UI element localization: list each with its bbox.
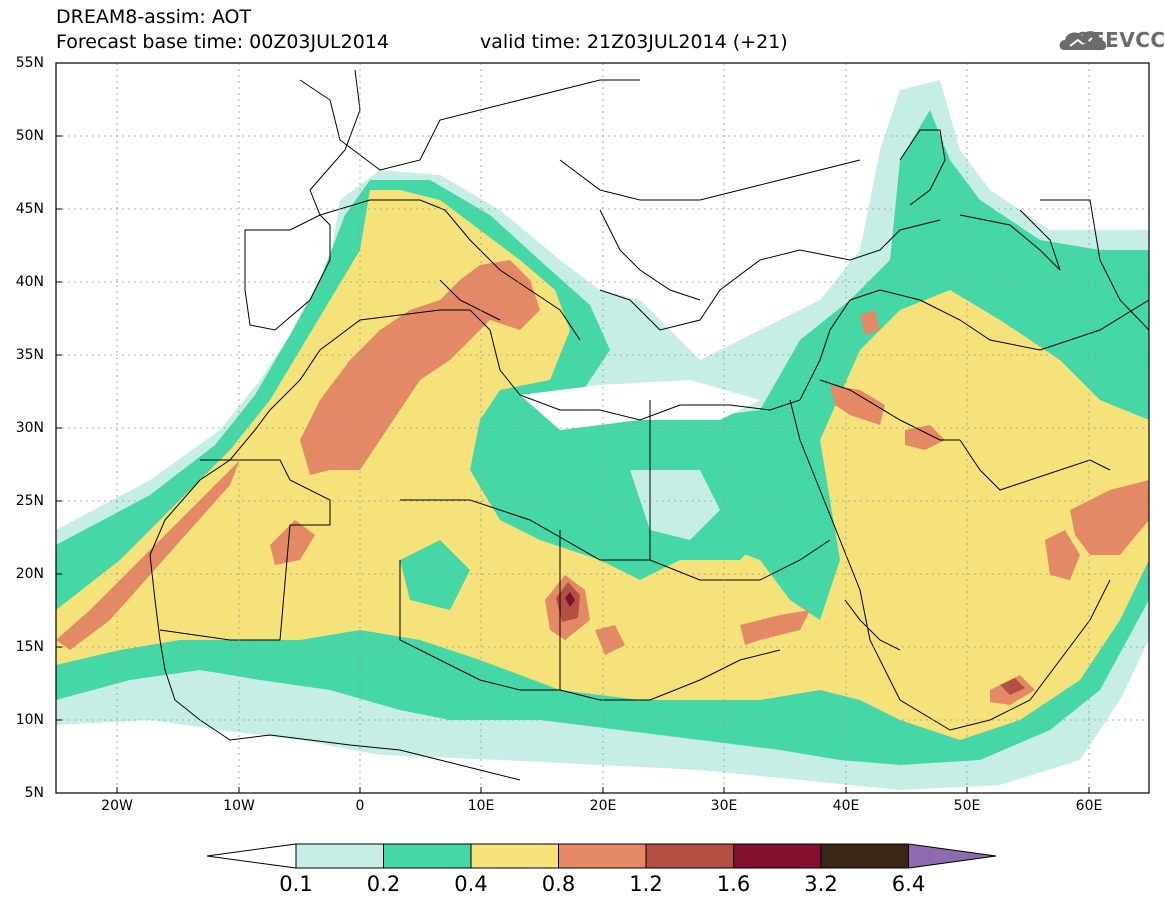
lon-label: 30E — [710, 798, 738, 814]
lat-label: 25N — [15, 493, 44, 509]
colorbar-label: 0.8 — [541, 872, 576, 896]
lat-label: 45N — [15, 201, 44, 217]
valid-time: valid time: 21Z03JUL2014 (+21) — [480, 31, 788, 53]
colorbar-high-arrow — [908, 843, 997, 869]
lon-label: 40E — [832, 798, 860, 814]
forecast-base-time: Forecast base time: 00Z03JUL2014 — [56, 31, 389, 53]
lat-label: 55N — [15, 55, 44, 71]
gridlines — [56, 63, 1149, 793]
colorbar-label: 3.2 — [804, 872, 838, 896]
coastlines — [149, 69, 1149, 781]
lon-label: 50E — [953, 798, 981, 814]
colorbar-cell — [645, 843, 734, 869]
colorbar-label: 6.4 — [891, 872, 926, 896]
colorbar-label: 0.4 — [454, 872, 488, 896]
lat-label: 15N — [15, 639, 44, 655]
axis-ticks — [56, 62, 1090, 793]
lat-label: 10N — [15, 712, 44, 728]
lon-label: 60E — [1075, 798, 1103, 814]
lat-label: 40N — [15, 274, 44, 290]
lat-label: 30N — [15, 420, 44, 436]
lat-label: 5N — [24, 785, 44, 801]
colorbar-low-arrow — [206, 843, 297, 869]
logo-text: SEEVCCC — [1076, 28, 1165, 52]
lat-label: 35N — [15, 347, 44, 363]
lon-label: 10W — [223, 798, 255, 814]
colorbar-cell — [383, 843, 472, 869]
lon-label: 10E — [467, 798, 495, 814]
lon-label: 20W — [101, 798, 133, 814]
colorbar — [206, 843, 997, 869]
colorbar-label: 1.2 — [629, 872, 663, 896]
lat-label: 50N — [15, 128, 44, 144]
colorbar-label: 1.6 — [716, 872, 751, 896]
cloud-logo-icon — [1059, 31, 1107, 50]
colorbar-label: 0.2 — [366, 872, 401, 896]
map-title: DREAM8-assim: AOT — [56, 6, 252, 28]
colorbar-cell — [820, 843, 909, 869]
colorbar-cell — [470, 843, 559, 869]
lon-label: 0 — [355, 798, 365, 814]
lon-label: 20E — [589, 798, 617, 814]
colorbar-label: 0.1 — [279, 872, 313, 896]
colorbar-cell — [295, 843, 384, 869]
colorbar-cell — [733, 843, 822, 869]
lat-label: 20N — [15, 566, 44, 582]
colorbar-cell — [558, 843, 647, 869]
aot-field — [56, 80, 1149, 790]
